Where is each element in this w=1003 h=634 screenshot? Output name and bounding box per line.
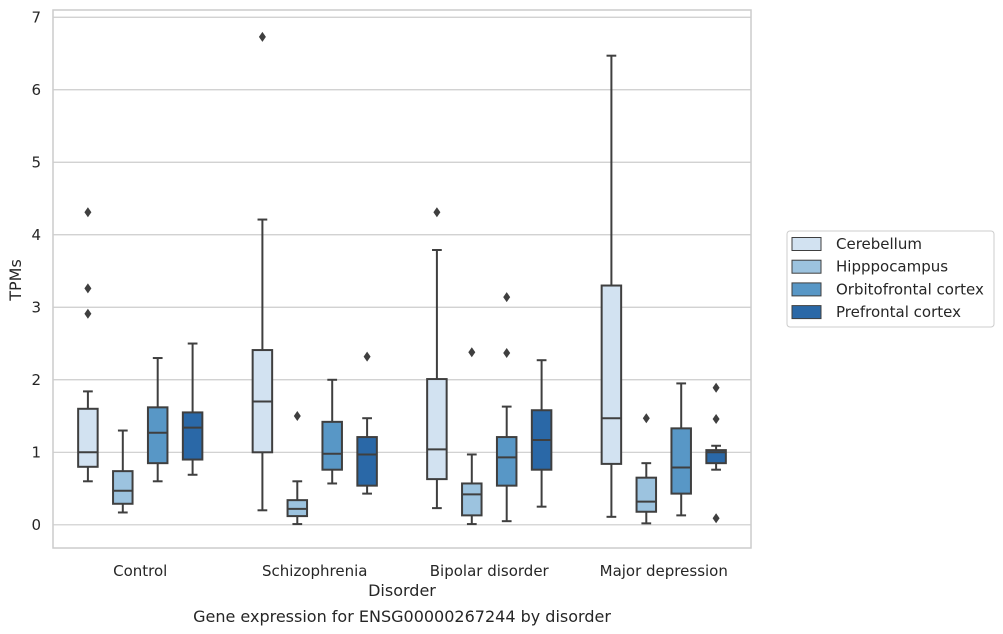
y-tick-label: 3 xyxy=(31,298,41,316)
outlier-point xyxy=(712,413,720,424)
y-gridlines xyxy=(53,16,751,526)
box xyxy=(426,378,448,481)
box-group xyxy=(181,342,204,476)
y-tick-label: 6 xyxy=(31,81,41,99)
outlier-point xyxy=(84,207,92,218)
box-group xyxy=(705,382,727,524)
box xyxy=(146,406,169,465)
legend-swatch xyxy=(791,282,822,297)
box xyxy=(461,482,483,517)
legend-swatch xyxy=(791,237,822,251)
x-tick-label: Major depression xyxy=(600,562,728,580)
legend-label: Prefrontal cortex xyxy=(836,303,961,321)
y-tick-label: 0 xyxy=(31,516,41,534)
outlier-point xyxy=(363,351,371,362)
outlier-point xyxy=(293,411,301,422)
box-group xyxy=(635,413,658,525)
x-axis-label: Disorder xyxy=(368,581,436,600)
box-group xyxy=(670,382,692,517)
box-group xyxy=(530,359,553,508)
outlier-point xyxy=(468,347,476,358)
plot-frame xyxy=(52,9,752,549)
y-tick-label: 1 xyxy=(31,443,41,461)
outlier-point xyxy=(642,413,650,424)
legend-swatch xyxy=(791,305,822,320)
box xyxy=(112,470,134,505)
outlier-point xyxy=(433,207,441,218)
outlier-point xyxy=(84,308,92,319)
box-group xyxy=(112,429,134,514)
box xyxy=(670,427,692,495)
outlier-point xyxy=(712,382,720,393)
box-group xyxy=(77,207,99,483)
legend-swatch xyxy=(791,259,822,274)
box-group xyxy=(356,351,378,495)
outlier-point xyxy=(84,283,92,294)
outlier-point xyxy=(503,292,511,303)
box-group xyxy=(426,207,448,510)
outlier-point xyxy=(712,513,720,524)
box xyxy=(321,420,343,471)
box-group xyxy=(251,31,274,512)
box-group xyxy=(286,411,309,526)
box-group xyxy=(600,54,623,518)
box xyxy=(705,449,727,465)
y-tick-labels: 0 1 2 3 4 5 6 7 xyxy=(31,8,41,534)
box xyxy=(635,476,658,513)
box-group xyxy=(495,292,518,523)
box-group xyxy=(146,357,169,483)
x-tick-label: Bipolar disorder xyxy=(430,562,550,580)
legend-label: Cerebellum xyxy=(836,235,922,253)
legend-label: Hipppocampus xyxy=(836,258,948,276)
outlier-point xyxy=(503,347,511,358)
y-axis-label: TPMs xyxy=(6,259,25,302)
outlier-point xyxy=(258,31,266,42)
x-tick-label: Control xyxy=(113,562,167,580)
chart-title: Gene expression for ENSG00000267244 by d… xyxy=(193,607,611,626)
box xyxy=(495,436,518,487)
box xyxy=(77,407,99,468)
box-group xyxy=(321,378,343,485)
y-tick-label: 7 xyxy=(31,8,41,26)
box xyxy=(181,411,204,461)
box-groups xyxy=(77,31,727,526)
legend: Cerebellum Hipppocampus Orbitofrontal cort… xyxy=(786,230,995,328)
legend-frame xyxy=(786,230,995,328)
box xyxy=(356,436,378,487)
x-tick-labels: Control Schizophrenia Bipolar disorder Majo… xyxy=(113,562,728,580)
x-tick-label: Schizophrenia xyxy=(262,562,367,580)
y-tick-label: 2 xyxy=(31,371,41,389)
y-tick-label: 4 xyxy=(31,226,41,244)
box-group xyxy=(461,347,483,526)
y-tick-label: 5 xyxy=(31,153,41,171)
box xyxy=(600,284,623,465)
legend-label: Orbitofrontal cortex xyxy=(836,280,984,298)
